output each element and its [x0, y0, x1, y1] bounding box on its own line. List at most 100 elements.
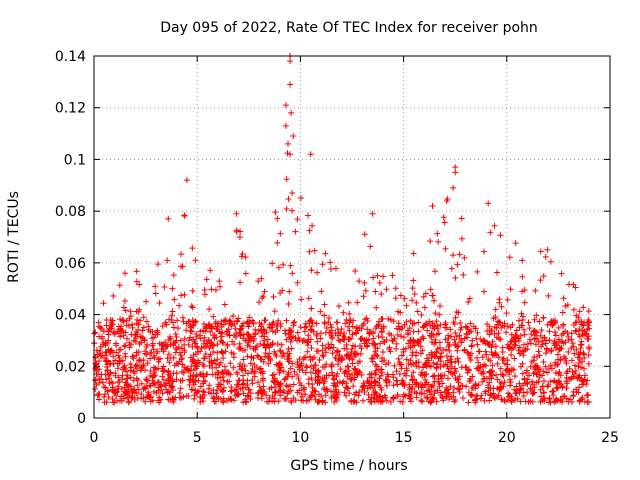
data-point	[383, 377, 390, 384]
data-point	[133, 362, 140, 369]
data-point	[580, 304, 587, 311]
data-point	[322, 399, 329, 406]
data-point	[340, 378, 347, 385]
data-point	[576, 397, 583, 404]
data-point	[430, 394, 437, 401]
data-point	[212, 319, 219, 326]
data-point	[427, 286, 434, 293]
data-point	[498, 396, 505, 403]
data-point	[268, 384, 275, 391]
data-point	[167, 374, 174, 381]
data-point	[121, 384, 128, 391]
data-point	[160, 376, 167, 383]
data-point	[461, 254, 468, 261]
data-point	[93, 347, 100, 354]
data-point	[277, 362, 284, 369]
data-point	[419, 347, 426, 354]
data-point	[314, 368, 321, 375]
data-point	[143, 343, 150, 350]
data-point	[247, 390, 254, 397]
data-point	[501, 398, 508, 405]
data-point	[292, 334, 299, 341]
data-point	[576, 333, 583, 340]
data-point	[570, 306, 577, 313]
data-point	[203, 276, 210, 283]
data-point	[393, 368, 400, 375]
data-point	[183, 392, 190, 399]
data-point	[375, 322, 382, 329]
data-point	[401, 295, 408, 302]
data-point	[214, 369, 221, 376]
data-point	[294, 364, 301, 371]
data-point	[391, 362, 398, 369]
data-point	[530, 357, 537, 364]
data-point	[486, 369, 493, 376]
data-point	[191, 359, 198, 366]
data-point	[314, 269, 321, 276]
data-point	[371, 398, 378, 405]
data-point	[392, 295, 399, 302]
data-point	[219, 338, 226, 345]
data-point	[244, 370, 251, 377]
data-point	[552, 369, 559, 376]
data-point	[540, 368, 547, 375]
data-point	[568, 330, 575, 337]
data-point	[160, 363, 167, 370]
data-point	[418, 397, 425, 404]
data-point	[153, 389, 160, 396]
data-point	[543, 337, 550, 344]
data-point	[126, 399, 133, 406]
outlier-point	[452, 169, 459, 176]
data-point	[313, 320, 320, 327]
data-point	[555, 397, 562, 404]
data-point	[498, 380, 505, 387]
data-point	[287, 383, 294, 390]
data-point	[519, 370, 526, 377]
data-point	[111, 399, 118, 406]
data-point	[409, 349, 416, 356]
data-point	[387, 398, 394, 405]
data-point	[568, 336, 575, 343]
data-point	[266, 350, 273, 357]
data-point	[535, 378, 542, 385]
data-point	[197, 348, 204, 355]
data-point	[486, 379, 493, 386]
data-point	[362, 316, 369, 323]
data-point	[147, 373, 154, 380]
data-point	[328, 394, 335, 401]
data-point	[544, 321, 551, 328]
data-point	[345, 364, 352, 371]
data-point	[145, 326, 152, 333]
data-point	[433, 398, 440, 405]
data-point	[460, 271, 467, 278]
data-point	[288, 397, 295, 404]
data-point	[304, 212, 311, 219]
data-point	[361, 340, 368, 347]
data-point	[366, 329, 373, 336]
data-point	[407, 337, 414, 344]
data-point	[126, 344, 133, 351]
data-point	[481, 248, 488, 255]
data-point	[378, 358, 385, 365]
data-point	[356, 342, 363, 349]
data-point	[137, 333, 144, 340]
data-point	[189, 245, 196, 252]
data-point	[283, 317, 290, 324]
data-point	[444, 339, 451, 346]
data-point	[298, 296, 305, 303]
data-point	[493, 334, 500, 341]
data-point	[542, 350, 549, 357]
data-point	[432, 268, 439, 275]
data-point	[441, 219, 448, 226]
data-point	[455, 343, 462, 350]
data-point	[395, 320, 402, 327]
data-point	[112, 340, 119, 347]
data-point	[179, 314, 186, 321]
data-point	[468, 391, 475, 398]
data-point	[414, 308, 421, 315]
data-point	[190, 356, 197, 363]
data-point	[153, 350, 160, 357]
data-point	[144, 360, 151, 367]
data-point	[231, 341, 238, 348]
data-point	[167, 341, 174, 348]
